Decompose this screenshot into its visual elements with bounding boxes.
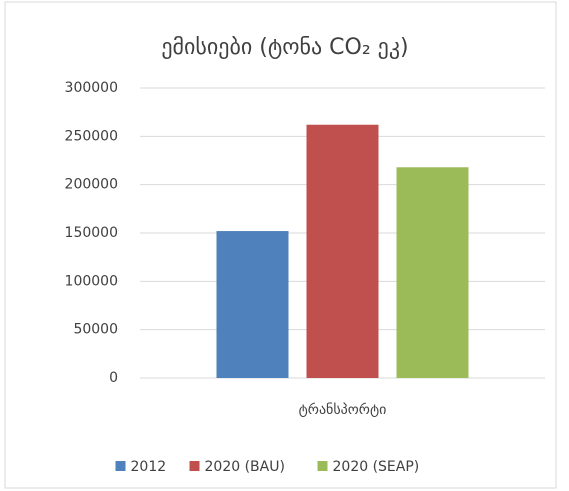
y-tick-label: 200000 — [65, 177, 118, 193]
legend-label: 2012 — [131, 459, 167, 475]
y-tick-label: 50000 — [73, 322, 118, 338]
legend-swatch — [115, 461, 126, 471]
y-tick-label: 100000 — [65, 273, 118, 289]
legend-swatch — [317, 461, 328, 471]
bar — [396, 167, 469, 378]
x-tick-label: ტრანსპორტი — [299, 401, 387, 418]
y-tick-label: 0 — [109, 370, 118, 386]
legend-swatch — [189, 461, 200, 471]
bar — [306, 124, 379, 378]
y-tick-label: 300000 — [65, 80, 118, 96]
legend-label: 2020 (SEAP) — [333, 459, 420, 475]
chart-title: ემისიები (ტონა CO₂ ეკ) — [161, 35, 408, 60]
y-tick-label: 250000 — [65, 128, 118, 144]
y-tick-label: 150000 — [65, 225, 118, 241]
bar — [216, 231, 289, 378]
legend-label: 2020 (BAU) — [205, 459, 285, 475]
